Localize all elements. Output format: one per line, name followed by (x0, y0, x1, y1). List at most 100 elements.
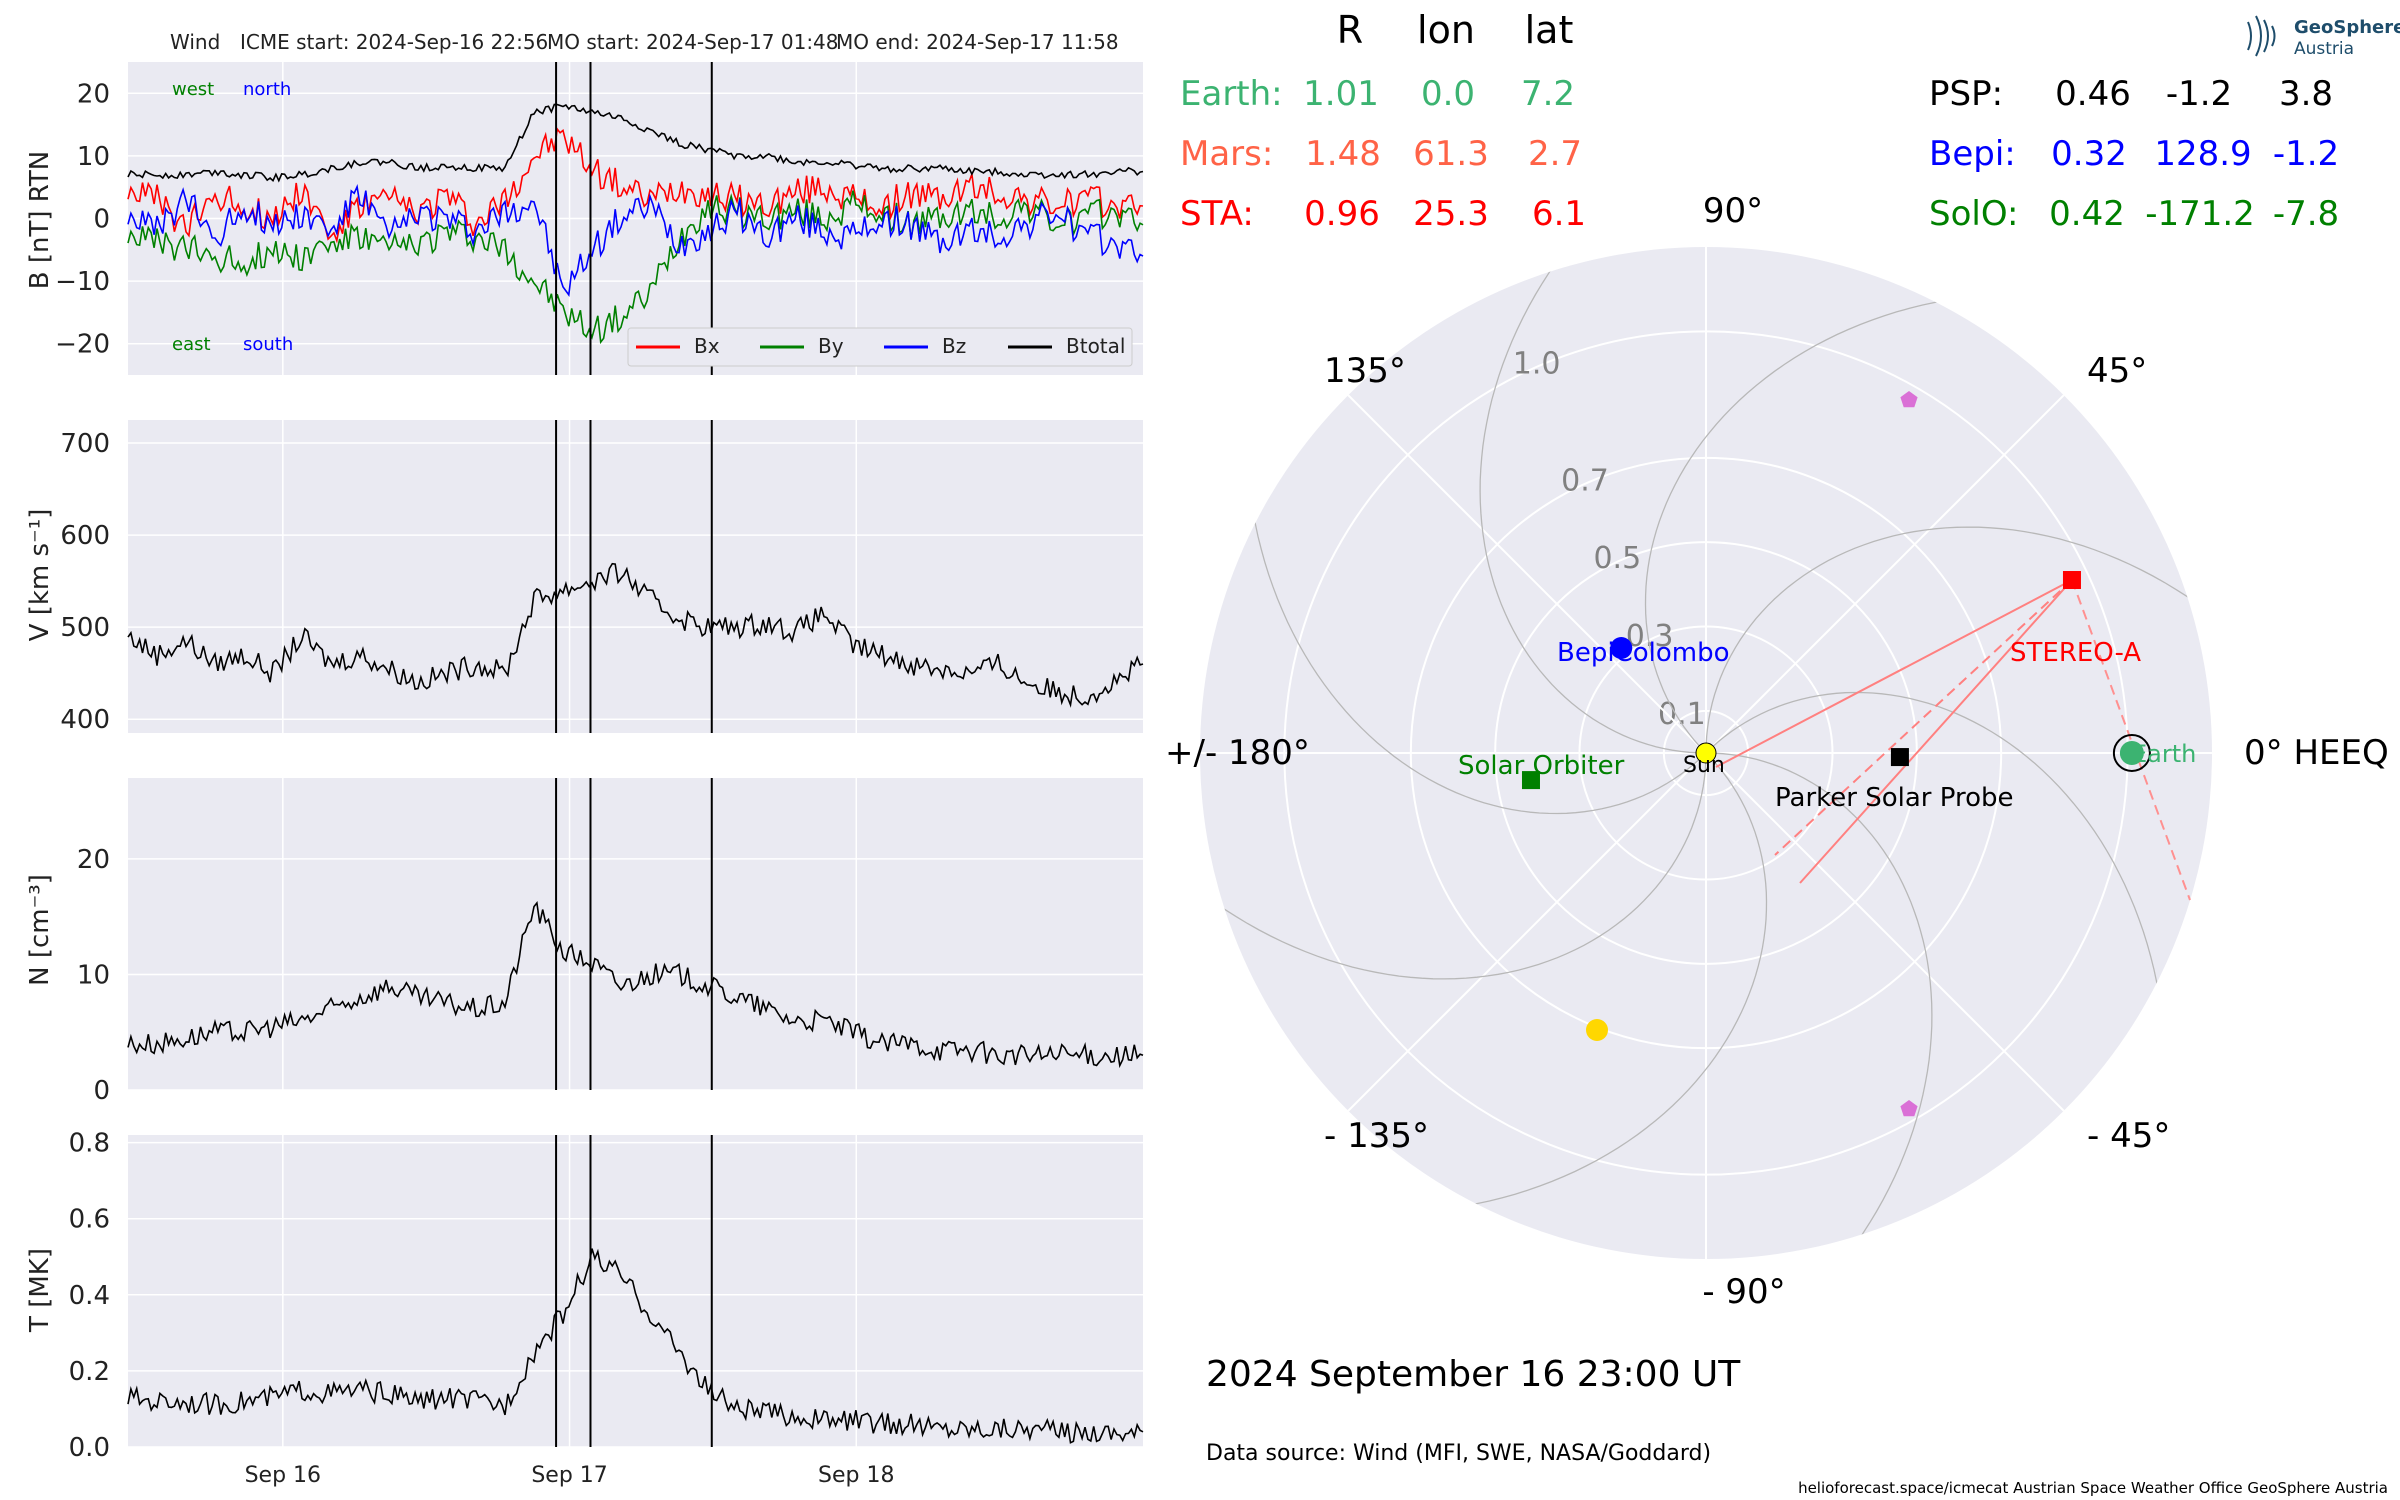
positions-right: PSP: 0.46 -1.2 3.8 Bepi: 0.32 128.9 -1.2… (1929, 74, 2339, 234)
date-label: 2024 September 16 23:00 UT (1206, 1354, 1741, 1395)
bepi-row-name: Bepi: (1929, 134, 2016, 174)
mo-end-label: MO end: 2024-Sep-17 11:58 (836, 30, 1119, 54)
panel-background (128, 778, 1143, 1090)
radial-tick-label: 0.7 (1561, 463, 1609, 498)
mars-row-r: 1.48 (1305, 134, 1381, 174)
bepi-row-lon: 128.9 (2154, 134, 2251, 174)
col-lat-header: lat (1525, 8, 1574, 52)
source-label: Data source: Wind (MFI, SWE, NASA/Goddar… (1206, 1441, 1711, 1466)
angle-45-label: 45° (2087, 351, 2147, 391)
v-axis-label: V [km s⁻¹] (25, 509, 55, 642)
angle-90-label: 90° (1703, 191, 1763, 231)
radial-tick-label: 1.0 (1513, 346, 1561, 381)
legend: Bx By Bz Btotal (627, 327, 1133, 367)
stereo-a-label: STEREO-A (2010, 638, 2141, 668)
mars-row-lat: 2.7 (1528, 134, 1582, 174)
sta-fov-dashed (2071, 579, 2191, 901)
y-tick-label: 400 (60, 705, 110, 735)
bepi-row-r: 0.32 (2051, 134, 2127, 174)
series-by-line (127, 190, 1144, 345)
psp-label: Parker Solar Probe (1775, 783, 2013, 813)
polar-plot: 1.00.70.50.30.1 (1200, 247, 2212, 1259)
logo-swirl-icon (2247, 15, 2276, 57)
credit-label: helioforecast.space/icmecat Austrian Spa… (1798, 1479, 2388, 1497)
series-t-line (127, 1248, 1144, 1444)
psp-row-lat: 3.8 (2279, 74, 2333, 114)
y-tick-label: 500 (60, 613, 110, 643)
x-tick-label: Sep 18 (818, 1463, 894, 1488)
b-axis-label: B [nT] RTN (25, 151, 55, 290)
series-bz-line (127, 184, 1144, 298)
y-tick-label: 700 (60, 429, 110, 459)
earth-row-lat: 7.2 (1521, 74, 1575, 114)
sun-marker (1695, 742, 1717, 764)
parker-spiral-line (1705, 526, 2212, 745)
y-tick-label: 0.4 (69, 1281, 110, 1311)
sta-fov-dashed (1774, 579, 2073, 856)
legend-btotal-label: Btotal (1066, 334, 1125, 358)
y-tick-label: 0 (93, 1076, 110, 1106)
sta-row-lon: 25.3 (1413, 194, 1489, 234)
y-tick-label: 0 (93, 205, 110, 235)
legend-bz-label: Bz (942, 334, 966, 358)
angle-spoke (1705, 752, 2065, 1112)
bepi-row-lat: -1.2 (2273, 134, 2339, 174)
series-btotal-line (127, 103, 1144, 183)
earth-marker (2119, 741, 2144, 765)
mars-row-name: Mars: (1180, 134, 1273, 174)
y-tick-label: −20 (55, 330, 110, 360)
earth-ring-marker (2112, 734, 2151, 772)
planet-marker (1900, 1100, 1918, 1117)
y-tick-label: 0.8 (69, 1129, 110, 1159)
y-tick-label: 600 (60, 521, 110, 551)
earth-label: Earth (2132, 740, 2196, 768)
parker-spiral-line (1421, 758, 1768, 1213)
earth-row-lon: 0.0 (1421, 74, 1475, 114)
legend-bx-label: Bx (694, 334, 720, 358)
sta-fov-line (1799, 579, 2073, 884)
sta-sun-line (1715, 579, 2073, 768)
angle-m90-label: - 90° (1702, 1272, 1785, 1312)
series-v-line (127, 562, 1144, 708)
geosphere-logo: GeoSphere Austria (2247, 15, 2400, 59)
spacecraft-label: Wind (170, 30, 220, 54)
y-tick-label: −10 (55, 267, 110, 297)
t-axis-label: T [MK] (25, 1248, 55, 1333)
angle-0-label: 0° HEEQ (2244, 733, 2389, 773)
col-r-header: R (1337, 8, 1363, 52)
parker-spiral-line (1714, 752, 1933, 1259)
parker-spiral-line (1644, 293, 1991, 748)
earth-row-name: Earth: (1180, 74, 1283, 114)
angle-m135-label: - 135° (1324, 1116, 1429, 1156)
y-tick-label: 20 (77, 845, 110, 875)
y-tick-label: 0.6 (69, 1205, 110, 1235)
north-label: north (243, 79, 291, 100)
west-label: west (172, 79, 214, 100)
x-tick-label: Sep 17 (531, 1463, 607, 1488)
sta-row-lat: 6.1 (1532, 194, 1586, 234)
mars-row-lon: 61.3 (1413, 134, 1489, 174)
bepi-marker (1610, 636, 1633, 659)
sta-row-r: 0.96 (1304, 194, 1380, 234)
angle-m45-label: - 45° (2087, 1116, 2170, 1156)
psp-row-name: PSP: (1929, 74, 2003, 114)
solo-row-name: SolO: (1929, 194, 2018, 234)
stereo-a-marker (2062, 571, 2081, 590)
solo-row-r: 0.42 (2049, 194, 2125, 234)
y-tick-label: 10 (77, 960, 110, 990)
y-tick-label: 0.2 (69, 1357, 110, 1387)
sta-row-name: STA: (1180, 194, 1254, 234)
y-tick-label: 10 (77, 142, 110, 172)
sun-label: Sun (1683, 753, 1725, 778)
y-tick-label: 0.0 (69, 1433, 110, 1463)
angle-spoke (1705, 394, 2065, 754)
timeseries-panels: 20 10 0 −10 −20 700 600 500 400 20 10 0 0.8 0.6 0.4 0.2… (55, 62, 1144, 1488)
south-label: south (243, 334, 293, 355)
solo-label: Solar Orbiter (1458, 751, 1625, 781)
x-tick-label: Sep 16 (245, 1463, 321, 1488)
psp-marker (1890, 748, 1909, 767)
psp-row-r: 0.46 (2055, 74, 2131, 114)
legend-by-label: By (818, 334, 844, 358)
angle-spoke (1347, 752, 1707, 1112)
